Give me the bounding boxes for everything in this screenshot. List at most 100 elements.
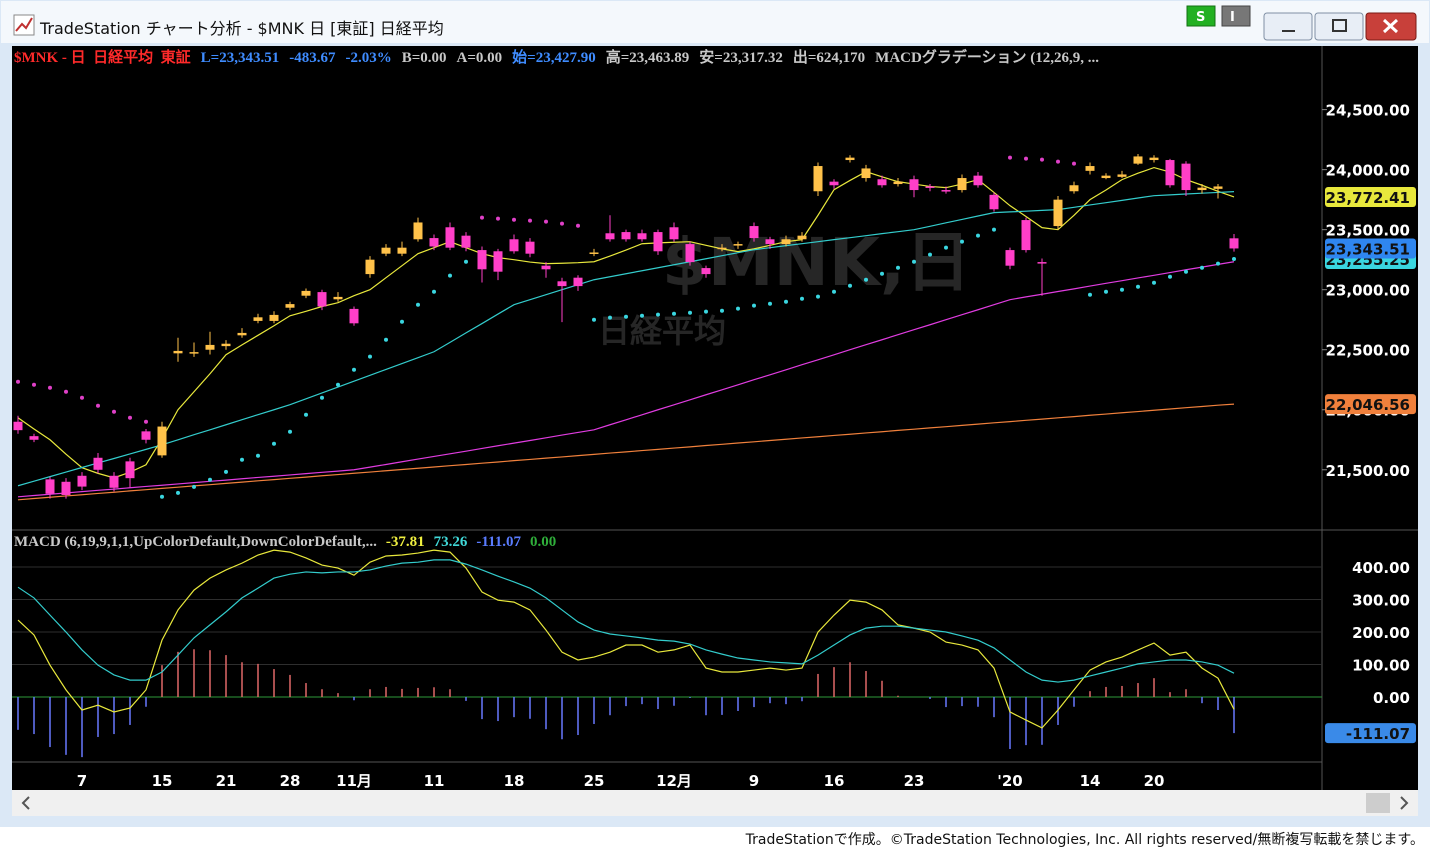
sar-dot <box>576 223 580 228</box>
candle-body <box>573 277 583 287</box>
candle-body <box>973 175 983 186</box>
sar-dot <box>160 494 164 499</box>
minimize-button[interactable] <box>1263 12 1313 41</box>
sar-dot <box>1024 156 1028 161</box>
sar-dot <box>560 221 564 226</box>
sar-dot <box>784 299 788 304</box>
y-tick-label: 200.00 <box>1352 624 1410 642</box>
candle-body <box>445 227 455 248</box>
sar-dot <box>592 317 596 322</box>
ma-line <box>17 261 1235 498</box>
window-title: TradeStation チャート分析 - $MNK 日 [東証] 日経平均 <box>39 19 444 38</box>
sar-dot <box>864 277 868 282</box>
sar-dot <box>1104 289 1108 294</box>
candle-body <box>1165 160 1175 186</box>
zero-value: 0.00 <box>529 534 557 550</box>
candle-body <box>541 265 551 270</box>
candle-body <box>237 332 247 336</box>
x-tick-label: 15 <box>152 772 173 790</box>
candle-body <box>605 233 615 240</box>
candle-body <box>669 227 679 240</box>
x-tick-label: 28 <box>280 772 301 790</box>
candle-body <box>685 244 695 263</box>
sar-dot <box>1168 274 1172 279</box>
sar-dot <box>1184 269 1188 274</box>
candle-body <box>429 238 439 247</box>
candle-body <box>397 247 407 254</box>
sar-dot <box>800 296 804 301</box>
scroll-right[interactable] <box>1400 796 1409 810</box>
watermark-name: 日経平均 <box>598 312 726 350</box>
candle-body <box>301 290 311 296</box>
sar-dot <box>32 382 36 387</box>
candle-body <box>765 239 775 245</box>
candle-body <box>829 181 839 186</box>
scroll-thumb[interactable] <box>1366 793 1390 813</box>
sar-dot <box>960 239 964 244</box>
s-button[interactable] <box>1186 5 1216 27</box>
ma-line <box>17 166 1235 479</box>
sar-dot <box>16 379 20 384</box>
ma-line <box>17 191 1235 487</box>
sar-dot <box>368 354 372 359</box>
candle-body <box>909 179 919 191</box>
candle-body <box>1085 166 1095 171</box>
candle-body <box>893 181 903 185</box>
sar-dot <box>1232 257 1236 262</box>
candle-body <box>749 226 759 239</box>
sar-dot <box>400 319 404 324</box>
sar-dot <box>624 314 628 319</box>
sar-dot <box>384 337 388 342</box>
candle-body <box>925 186 935 188</box>
sar-dot <box>880 271 884 276</box>
macd-title: MACD (6,19,9,1,1,UpColorDefault,DownColo… <box>14 534 377 550</box>
candle-body <box>525 241 535 254</box>
sar-dot <box>48 385 52 390</box>
y-tick-label: 300.00 <box>1352 592 1410 610</box>
x-tick-label: 14 <box>1080 772 1101 790</box>
maximize-icon <box>1332 19 1347 32</box>
candle-body <box>93 457 103 470</box>
signal-value: 73.26 <box>433 534 468 550</box>
scroll-left[interactable] <box>21 796 30 810</box>
candle-body <box>509 239 519 252</box>
candle-body <box>957 178 967 191</box>
candle-body <box>365 259 375 275</box>
app-icon <box>13 14 35 36</box>
scrollbar[interactable] <box>12 790 1418 816</box>
maximize-button[interactable] <box>1314 12 1364 41</box>
sar-dot <box>1040 157 1044 162</box>
price-marker <box>1325 394 1416 415</box>
sar-dot <box>704 309 708 314</box>
candle-body <box>813 166 823 192</box>
watermark-symbol: $MNK,日 <box>662 224 971 301</box>
x-tick-label: 18 <box>504 772 525 790</box>
y-tick-label: 22,500.00 <box>1326 342 1410 360</box>
sar-dot <box>272 441 276 446</box>
x-tick-label: 25 <box>584 772 605 790</box>
i-button[interactable] <box>1221 5 1251 27</box>
candle-body <box>157 426 167 456</box>
y-tick-label: 24,500.00 <box>1326 102 1410 120</box>
sar-dot <box>816 294 820 299</box>
sar-dot <box>720 308 724 313</box>
sar-dot <box>1152 280 1156 285</box>
sar-dot <box>224 469 228 474</box>
candle-body <box>653 232 663 252</box>
footer: TradeStationで作成。©TradeStation Technologi… <box>745 831 1424 848</box>
sar-dot <box>1056 159 1060 164</box>
x-tick-label: 9 <box>749 772 759 790</box>
bid: B=0.00 <box>401 50 447 66</box>
candle-body <box>381 247 391 254</box>
chart-area <box>12 46 1418 790</box>
s-button-label: S <box>1196 10 1205 25</box>
candle-body <box>1005 250 1015 266</box>
candle-body <box>717 247 727 250</box>
candle-body <box>493 251 503 272</box>
x-tick-label: 12月 <box>656 772 692 790</box>
candle-body <box>797 235 807 240</box>
candle-body <box>109 475 119 488</box>
candle-body <box>413 222 423 240</box>
pct: -2.03% <box>345 50 392 66</box>
